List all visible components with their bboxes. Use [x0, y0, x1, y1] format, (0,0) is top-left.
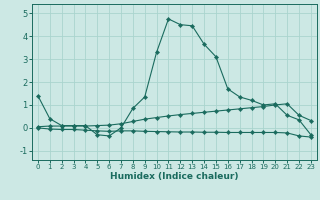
- X-axis label: Humidex (Indice chaleur): Humidex (Indice chaleur): [110, 172, 239, 181]
